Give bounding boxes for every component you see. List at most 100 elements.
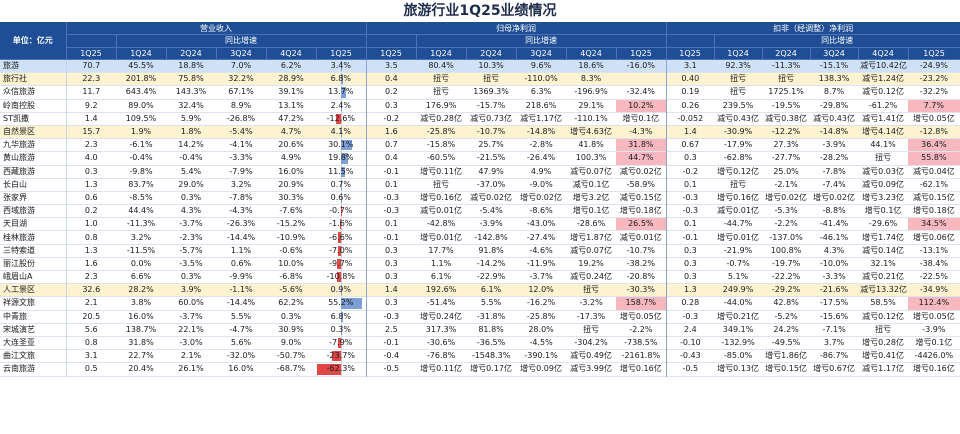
adjusted-profit-cell: -7.1% xyxy=(822,324,846,334)
bar-zero-line xyxy=(340,271,342,284)
adjusted-profit-cell: 138.3% xyxy=(810,72,859,86)
revenue-growth-bar-cell: 2.4% xyxy=(316,99,367,113)
table-row: 黄山旅游 4.0 -0.4% -0.4% -3.3% 4.9% 19.8% 0.4 -60.5%… xyxy=(0,151,960,165)
revenue-growth-bar xyxy=(331,351,341,362)
revenue-cell: 10.0% xyxy=(278,258,304,268)
revenue-cell: 1.1% xyxy=(230,245,252,255)
company-name: 天目湖 xyxy=(0,217,67,231)
adjusted-profit-cell: -0.3 xyxy=(682,192,699,202)
adjusted-profit-cell: 36.4% xyxy=(908,138,960,152)
adjusted-profit-cell: 0.67 xyxy=(681,140,700,150)
net-profit-cell: -30.6% xyxy=(426,338,456,348)
net-profit-cell: -15.8% xyxy=(426,140,456,150)
adjusted-profit-cell: 减亏1.41亿 xyxy=(862,113,904,123)
revenue-cell: 89.0% xyxy=(128,100,154,110)
company-name: 西域旅游 xyxy=(0,204,67,218)
revenue-growth-bar xyxy=(340,126,343,138)
company-name: 丽江股份 xyxy=(0,257,67,271)
net-profit-cell: 29.1% xyxy=(578,100,604,110)
net-profit-cell: 0.4 xyxy=(384,153,398,163)
adjusted-profit-cell: 1725.1% xyxy=(768,87,804,97)
revenue-growth-bar xyxy=(337,337,341,349)
adjusted-profit-cell: -21.9% xyxy=(723,245,753,255)
revenue-cell: 22.7% xyxy=(128,351,154,361)
column-header: 1Q25 xyxy=(666,47,715,60)
revenue-cell: 45.5% xyxy=(116,59,166,73)
revenue-cell: 5.6% xyxy=(230,338,252,348)
net-profit-cell: -110.1% xyxy=(574,113,608,123)
adjusted-profit-cell: -62.1% xyxy=(908,178,960,192)
subgroup-header: 同比增速 xyxy=(416,34,667,48)
column-header: 2Q24 xyxy=(466,47,517,60)
adjusted-profit-cell: 增亏0.21亿 xyxy=(717,311,759,321)
column-header: 3Q24 xyxy=(216,47,267,60)
adjusted-profit-cell: 增亏0.05亿 xyxy=(908,310,960,324)
adjusted-profit-cell: 增亏1.86亿 xyxy=(765,351,807,361)
adjusted-profit-cell: 增亏0.05亿 xyxy=(908,112,960,126)
revenue-cell: 143.3% xyxy=(175,87,207,97)
revenue-cell: -2.3% xyxy=(179,232,203,242)
revenue-cell: 31.8% xyxy=(128,338,154,348)
revenue-cell: 75.8% xyxy=(166,72,216,86)
company-name: 云南旅游 xyxy=(0,362,67,376)
revenue-cell: 0.3% xyxy=(180,272,202,282)
net-profit-cell: 增亏0.09亿 xyxy=(520,364,562,374)
page-title: 旅游行业1Q25业绩情况 xyxy=(403,3,557,19)
net-profit-cell: 31.8% xyxy=(616,138,667,152)
adjusted-profit-cell: -3.3% xyxy=(822,272,846,282)
adjusted-profit-cell: 增亏0.16亿 xyxy=(717,192,759,202)
net-profit-cell: 减亏0.02亿 xyxy=(470,192,512,202)
net-profit-cell: 增亏0.16亿 xyxy=(616,362,667,376)
revenue-growth-value: -7.0% xyxy=(329,245,353,255)
adjusted-profit-cell: 0.3 xyxy=(683,153,697,163)
column-header: 4Q24 xyxy=(566,47,617,60)
adjusted-profit-cell: 349.1% xyxy=(722,324,754,334)
net-profit-cell: -4.5% xyxy=(529,338,553,348)
revenue-cell: 22.3 xyxy=(66,72,116,86)
revenue-cell: -0.4% xyxy=(179,153,203,163)
revenue-growth-value: 55.2% xyxy=(328,298,354,308)
net-profit-cell: -1548.3% xyxy=(471,351,511,361)
adjusted-profit-cell: 扭亏 xyxy=(714,72,763,86)
net-profit-cell: -60.5% xyxy=(426,153,456,163)
net-profit-cell: -32.4% xyxy=(616,85,667,100)
revenue-growth-bar-cell: 0.9% xyxy=(316,283,367,297)
revenue-growth-bar-cell: -0.7% xyxy=(316,204,367,218)
revenue-cell: 1.3 xyxy=(84,179,98,189)
revenue-cell: 39.1% xyxy=(278,87,304,97)
net-profit-cell: 增亏0.05亿 xyxy=(616,310,667,324)
revenue-cell: -7.8% xyxy=(229,192,253,202)
group-header-net-profit: 归母净利润 xyxy=(366,22,667,35)
adjusted-profit-cell: 0.28 xyxy=(681,298,700,308)
adjusted-profit-cell: 增亏0.13亿 xyxy=(717,364,759,374)
adjusted-profit-cell: -14.8% xyxy=(810,125,859,139)
net-profit-cell: 减亏0.07亿 xyxy=(570,245,612,255)
revenue-growth-bar-cell: -9.7% xyxy=(316,257,367,271)
company-name: 祥源文旅 xyxy=(0,296,67,311)
revenue-cell: -3.7% xyxy=(179,311,203,321)
net-profit-cell: -2161.8% xyxy=(616,349,667,363)
company-name: 众信旅游 xyxy=(0,85,67,100)
adjusted-profit-cell: 扭亏 xyxy=(730,87,747,97)
net-profit-cell xyxy=(616,72,667,86)
adjusted-profit-cell: 减亏1.24亿 xyxy=(858,72,909,86)
revenue-cell: -7.9% xyxy=(229,166,253,176)
net-profit-cell: 192.6% xyxy=(416,283,467,297)
revenue-cell: -26.3% xyxy=(226,219,256,229)
revenue-growth-value: 6.8% xyxy=(330,74,351,84)
net-profit-cell: 81.8% xyxy=(478,324,504,334)
bar-zero-line xyxy=(340,205,342,218)
net-profit-cell: -0.3 xyxy=(383,311,400,321)
revenue-cell: 16.0% xyxy=(128,311,154,321)
net-profit-cell: 10.3% xyxy=(466,59,517,73)
net-profit-cell: 1.6 xyxy=(366,125,417,139)
table-row: 九华旅游 2.3 -6.1% 14.2% -4.1% 20.6% 30.1% 0.7 -15.8… xyxy=(0,138,960,152)
revenue-cell: -11.3% xyxy=(126,219,156,229)
revenue-cell: 4.0 xyxy=(84,153,98,163)
revenue-cell: 22.1% xyxy=(178,324,204,334)
net-profit-cell: 增亏0.1亿 xyxy=(616,112,667,126)
adjusted-profit-cell: 0.40 xyxy=(666,72,715,86)
net-profit-cell: -196.9% xyxy=(574,87,608,97)
revenue-growth-value: 4.1% xyxy=(330,127,351,137)
net-profit-cell: 26.5% xyxy=(616,217,667,231)
